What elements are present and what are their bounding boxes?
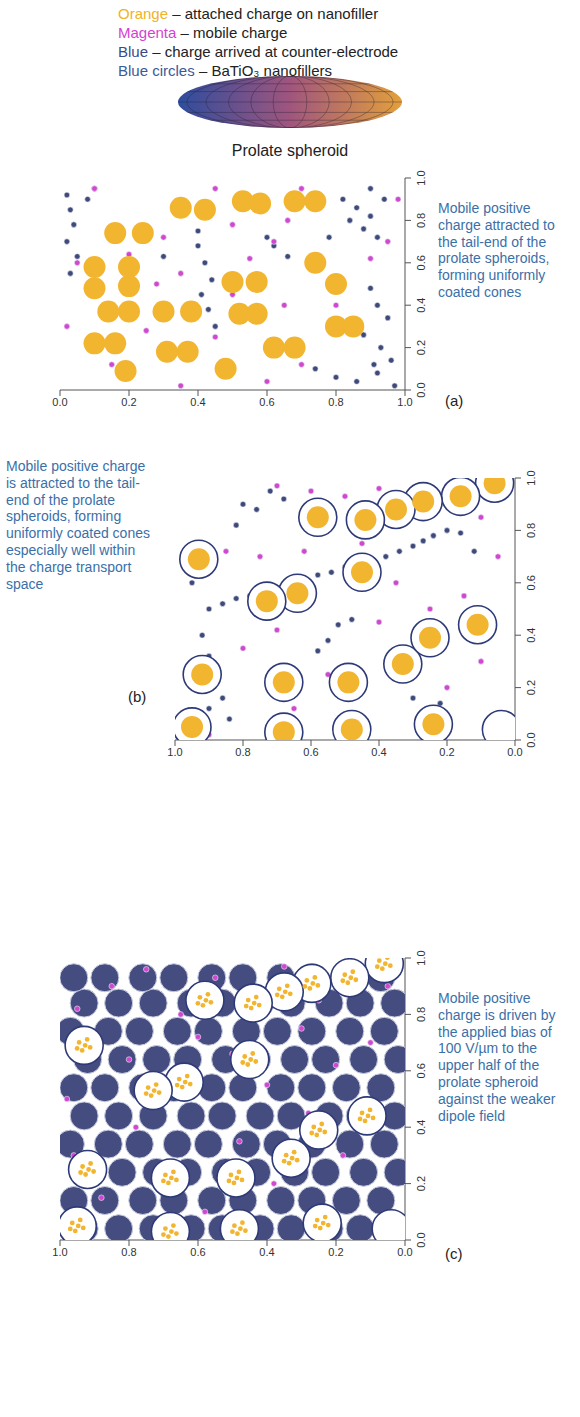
svg-text:0.4: 0.4 <box>259 1246 274 1258</box>
svg-text:0.8: 0.8 <box>415 1007 427 1022</box>
svg-text:0.0: 0.0 <box>525 732 537 747</box>
html-text:Blue circles – BaTiO₃ nanofill: Blue circles – BaTiO₃ nanofillers <box>118 62 332 79</box>
html-text:(c): (c) <box>445 1245 463 1262</box>
svg-text:0.4: 0.4 <box>415 1120 427 1135</box>
svg-text:1.0: 1.0 <box>397 396 412 408</box>
html-text:Mobile positive charge is driv: Mobile positive charge is driven by the … <box>438 990 556 1124</box>
svg-text:0.6: 0.6 <box>415 255 427 270</box>
svg-text:1.0: 1.0 <box>52 1246 67 1258</box>
svg-text:0.0: 0.0 <box>507 746 522 758</box>
svg-text:0.0: 0.0 <box>415 382 427 397</box>
svg-text:1.0: 1.0 <box>415 950 427 965</box>
svg-text:1.0: 1.0 <box>167 746 182 758</box>
svg-text:0.6: 0.6 <box>415 1063 427 1078</box>
html-text:Magenta – mobile charge: Magenta – mobile charge <box>118 24 288 41</box>
svg-text:0.4: 0.4 <box>371 746 386 758</box>
html-text:Orange – attached charge on na: Orange – attached charge on nanofiller <box>118 5 379 22</box>
svg-text:0.0: 0.0 <box>52 396 67 408</box>
svg-text:0.2: 0.2 <box>121 396 136 408</box>
svg-text:0.6: 0.6 <box>259 396 274 408</box>
svg-text:0.2: 0.2 <box>525 680 537 695</box>
svg-text:0.6: 0.6 <box>525 575 537 590</box>
svg-text:0.8: 0.8 <box>525 523 537 538</box>
svg-text:0.2: 0.2 <box>415 340 427 355</box>
svg-text:0.2: 0.2 <box>439 746 454 758</box>
svg-text:0.8: 0.8 <box>121 1246 136 1258</box>
svg-text:0.4: 0.4 <box>415 298 427 313</box>
svg-text:0.8: 0.8 <box>328 396 343 408</box>
svg-text:0.0: 0.0 <box>415 1232 427 1247</box>
svg-text:0.6: 0.6 <box>303 746 318 758</box>
svg-text:0.6: 0.6 <box>190 1246 205 1258</box>
svg-text:0.2: 0.2 <box>328 1246 343 1258</box>
svg-text:1.0: 1.0 <box>415 170 427 185</box>
svg-text:0.4: 0.4 <box>525 628 537 643</box>
svg-text:0.0: 0.0 <box>397 1246 412 1258</box>
svg-text:0.2: 0.2 <box>415 1176 427 1191</box>
html-text:Mobile positive charge attract: Mobile positive charge attracted to the … <box>438 200 555 300</box>
svg-text:0.8: 0.8 <box>415 213 427 228</box>
html-text:Prolate spheroid: Prolate spheroid <box>231 142 349 159</box>
html-text:Mobile positive charge is attr: Mobile positive charge is attracted to t… <box>6 458 150 592</box>
svg-text:0.8: 0.8 <box>235 746 250 758</box>
html-text:(b): (b) <box>128 688 147 705</box>
svg-text:1.0: 1.0 <box>525 470 537 485</box>
html-text:(a): (a) <box>445 392 464 409</box>
svg-text:0.4: 0.4 <box>190 396 205 408</box>
html-text:Blue – charge arrived at count: Blue – charge arrived at counter-electro… <box>118 43 399 60</box>
